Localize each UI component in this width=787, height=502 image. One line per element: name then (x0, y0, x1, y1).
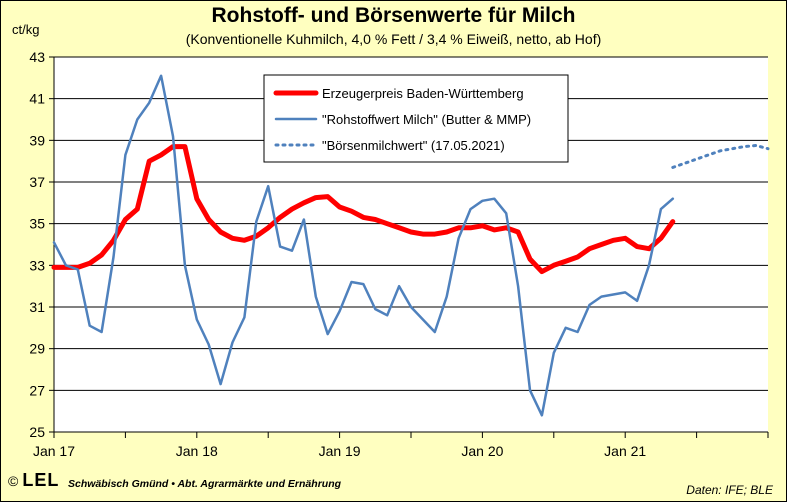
x-tick-label-jan-20: Jan 20 (461, 443, 503, 459)
lel-logo: LEL (22, 470, 60, 490)
y-tick-label-41: 41 (29, 91, 45, 107)
y-tick-label-43: 43 (29, 49, 45, 65)
data-source: Daten: IFE; BLE (686, 483, 773, 497)
chart-subtitle: (Konventionelle Kuhmilch, 4,0 % Fett / 3… (185, 31, 602, 47)
series-line-0 (51, 144, 676, 275)
y-axis-label: ct/kg (12, 22, 40, 37)
footer-logo: © LEL (8, 470, 59, 491)
y-tick-label-29: 29 (29, 341, 45, 357)
series-line-1 (52, 74, 675, 417)
legend-label-1: "Rohstoffwert Milch" (Butter & MMP) (322, 112, 531, 127)
y-tick-label-31: 31 (29, 299, 45, 315)
y-tick-label-25: 25 (29, 424, 45, 440)
legend-label-0: Erzeugerpreis Baden-Württemberg (322, 86, 524, 101)
y-tick-label-37: 37 (29, 174, 45, 190)
chart-title: Rohstoff- und Börsenwerte für Milch (211, 4, 576, 27)
x-tick-label-jan-18: Jan 18 (176, 443, 218, 459)
y-tick-label-35: 35 (29, 216, 45, 232)
y-tick-label-33: 33 (29, 257, 45, 273)
copyright-symbol: © (8, 472, 19, 489)
y-tick-label-39: 39 (29, 132, 45, 148)
x-tick-label-jan-21: Jan 21 (604, 443, 646, 459)
y-tick-label-27: 27 (29, 382, 45, 398)
series-line-2 (671, 144, 770, 169)
x-tick-label-jan-17: Jan 17 (33, 443, 75, 459)
footer-organization: Schwäbisch Gmünd • Abt. Agrarmärkte und … (68, 478, 342, 490)
x-tick-label-jan-19: Jan 19 (319, 443, 361, 459)
legend-label-2: "Börsenmilchwert" (17.05.2021) (322, 138, 505, 153)
